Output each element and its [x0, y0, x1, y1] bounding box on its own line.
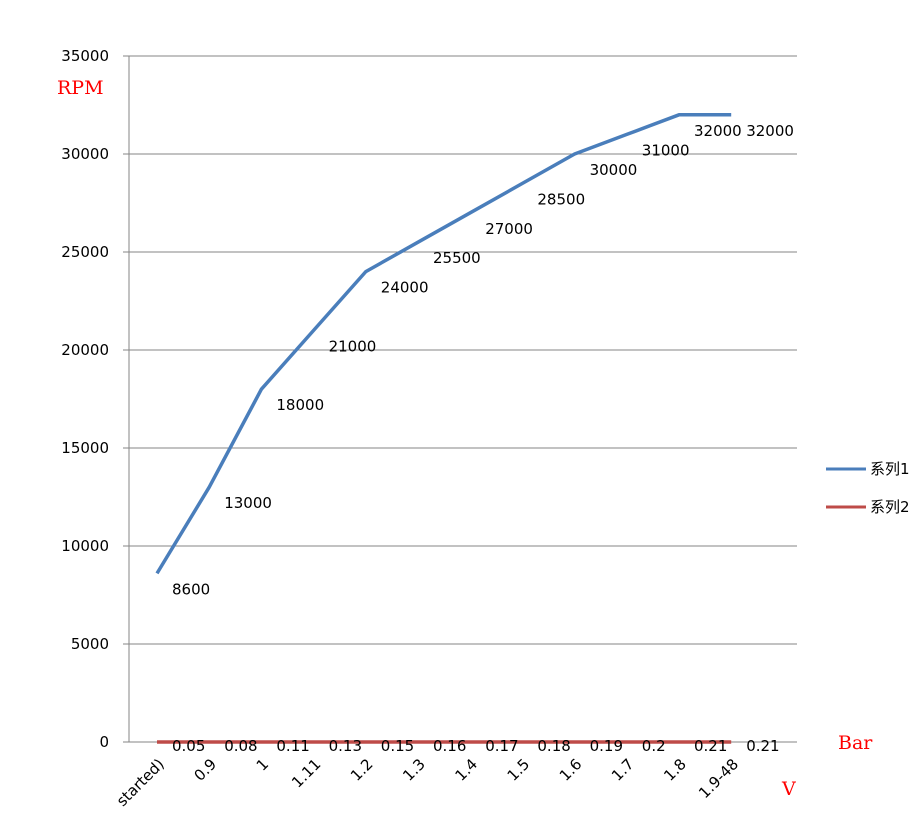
data-label-series-1: 31000: [642, 141, 690, 159]
data-label-series-1: 25500: [433, 249, 481, 267]
x-tick-label: 0.9: [190, 755, 220, 785]
data-label-series-2: 0.18: [537, 737, 570, 755]
x-tick-label: 1.8: [660, 755, 690, 785]
data-label-series-1: 21000: [329, 337, 377, 355]
data-label-series-2: 0.21: [746, 737, 779, 755]
data-label-series-1: 32000: [694, 122, 742, 140]
y-tick-label: 25000: [61, 243, 109, 261]
y-tick-label: 10000: [61, 537, 109, 555]
x-tick-label: 1.3: [399, 755, 429, 785]
data-label-series-1: 28500: [537, 190, 585, 208]
x-tick-label: 1.5: [504, 755, 534, 785]
data-label-series-2: 0.2: [642, 737, 666, 755]
data-label-series-1: 30000: [590, 161, 638, 179]
x-tick-label: 1.11: [288, 755, 324, 791]
y-tick-label: 0: [99, 733, 109, 751]
legend-label-series-2: 系列2: [870, 498, 910, 516]
data-label-series-2: 0.21: [694, 737, 727, 755]
data-label-series-2: 0.11: [276, 737, 309, 755]
data-label-series-1: 27000: [485, 220, 533, 238]
data-label-series-1: 32000: [746, 122, 794, 140]
x-tick-label: 1.6: [556, 755, 586, 785]
y-tick-label: 35000: [61, 47, 109, 65]
bar-axis-title: Bar: [838, 732, 873, 754]
data-label-series-2: 0.17: [485, 737, 518, 755]
x-tick-label: started): [113, 755, 168, 810]
y-tick-label: 20000: [61, 341, 109, 359]
y-tick-label: 30000: [61, 145, 109, 163]
y-axis-ticks: 0 5000 10000 15000 20000 25000 30000 35000: [61, 47, 109, 751]
data-label-series-1: 13000: [224, 494, 272, 512]
legend-label-series-1: 系列1: [870, 460, 910, 478]
x-tick-label: 1.4: [451, 755, 481, 785]
x-tick-label: 1.9-48: [695, 755, 742, 802]
x-axis-title: V: [781, 778, 796, 800]
series-lines: [155, 113, 732, 744]
series-line-1: [155, 113, 732, 575]
gridlines: [123, 55, 797, 743]
data-label-series-2: 0.13: [329, 737, 362, 755]
x-tick-label: 1.7: [608, 755, 638, 785]
data-label-series-2: 0.16: [433, 737, 466, 755]
y-axis-title: RPM: [57, 77, 104, 99]
data-label-series-1: 18000: [276, 396, 324, 414]
data-label-series-2: 0.15: [381, 737, 414, 755]
data-label-series-1: 24000: [381, 279, 429, 297]
data-label-series-2: 0.08: [224, 737, 257, 755]
data-label-series-2: 0.05: [172, 737, 205, 755]
x-tick-label: 1.2: [347, 755, 377, 785]
y-tick-label: 5000: [71, 635, 109, 653]
data-label-series-2: 0.19: [590, 737, 623, 755]
x-tick-label: 1: [253, 755, 272, 774]
y-tick-label: 15000: [61, 439, 109, 457]
legend: 系列1 系列2: [826, 460, 910, 516]
data-label-series-1: 8600: [172, 580, 210, 598]
x-axis-ticks: started) 0.9 1 1.11 1.2 1.3 1.4 1.5 1.6 1.7 1.8 1.9…: [113, 755, 742, 810]
